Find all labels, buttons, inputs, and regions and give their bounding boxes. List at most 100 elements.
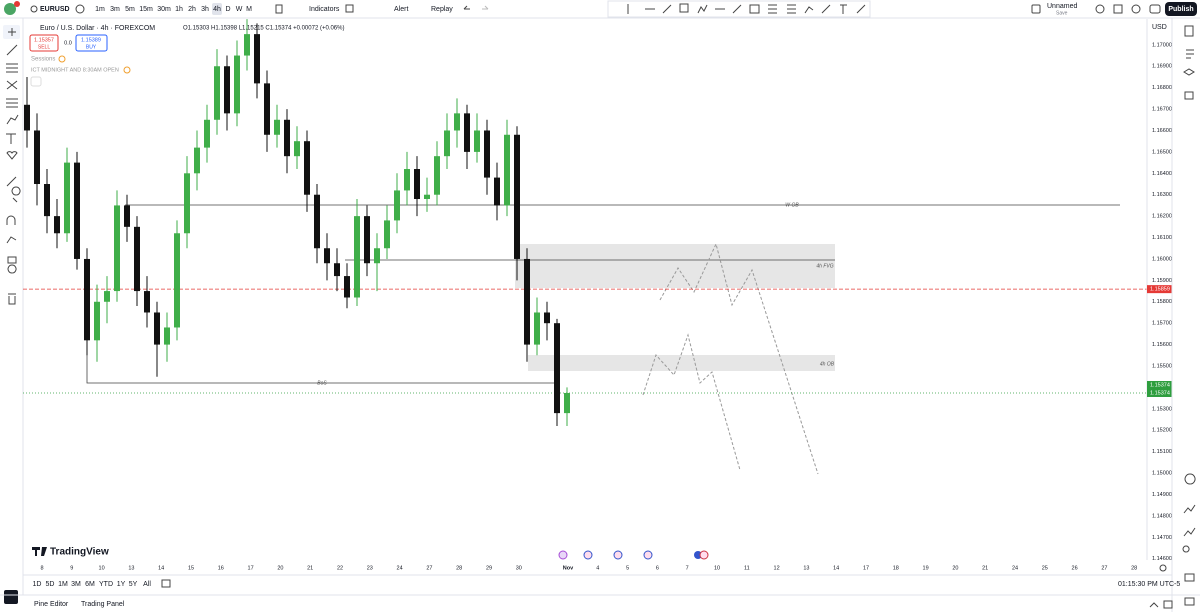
range[interactable]: YTD <box>99 581 113 588</box>
event[interactable] <box>583 550 593 560</box>
candle-body <box>244 34 250 56</box>
chart-type-icon[interactable] <box>275 4 283 14</box>
icon[interactable] <box>1131 4 1141 14</box>
timeframe[interactable]: D <box>225 6 230 13</box>
timeframe[interactable]: 1m <box>95 6 105 13</box>
timeframe[interactable]: 5m <box>125 6 135 13</box>
x-tick-label: 11 <box>744 565 750 571</box>
event[interactable] <box>558 550 568 560</box>
candle-body <box>344 276 350 298</box>
add-symbol[interactable] <box>75 4 85 14</box>
trading-panel[interactable]: Trading Panel <box>81 601 125 608</box>
alert-label: 1.15859 <box>1150 287 1170 293</box>
panel-controls[interactable] <box>1149 600 1173 609</box>
publish[interactable]: Publish <box>1168 6 1193 13</box>
range[interactable]: 1M <box>58 581 68 588</box>
collapse-legend[interactable] <box>30 76 42 87</box>
fvg-zone <box>515 244 835 288</box>
range[interactable]: 5D <box>46 581 55 588</box>
candle-body <box>194 147 200 174</box>
icon[interactable] <box>1149 4 1161 14</box>
candle-body <box>424 194 430 199</box>
redo[interactable] <box>482 5 489 10</box>
x-tick-label: 8 <box>40 565 43 571</box>
timeframe[interactable]: W <box>236 6 243 13</box>
event[interactable] <box>643 550 653 560</box>
sell-price[interactable]: 1.15357 <box>34 37 54 43</box>
tool-icons[interactable] <box>627 3 866 14</box>
x-tick-label: 14 <box>833 565 839 571</box>
sell-button[interactable] <box>29 34 59 52</box>
indicators[interactable]: Indicators <box>309 6 340 13</box>
object-tree[interactable] <box>4 590 18 604</box>
x-tick-label: 27 <box>1101 565 1107 571</box>
y-tick-label: 1.14900 <box>1152 492 1172 498</box>
y-tick-label: 1.15600 <box>1152 342 1172 348</box>
candle-body <box>124 205 130 227</box>
alert[interactable]: Alert <box>394 6 408 13</box>
event[interactable] <box>613 550 623 560</box>
timeframe[interactable]: M <box>246 6 252 13</box>
price-label-bg <box>1147 380 1172 389</box>
left-tools <box>6 28 21 305</box>
range[interactable]: 1D <box>33 581 42 588</box>
top-right-icons <box>1095 4 1161 14</box>
timeframe[interactable]: 3h <box>201 6 209 13</box>
templates-icon[interactable] <box>345 4 354 13</box>
indicator-icon[interactable] <box>58 55 66 63</box>
goto-date[interactable] <box>161 579 171 588</box>
axis-settings[interactable] <box>1159 564 1167 572</box>
range[interactable]: 3M <box>71 581 81 588</box>
x-tick-label: 7 <box>686 565 689 571</box>
buy-label[interactable]: BUY <box>86 44 97 50</box>
timeframe[interactable]: 2h <box>188 6 196 13</box>
pine-editor[interactable]: Pine Editor <box>34 601 69 608</box>
buy-price[interactable]: 1.15389 <box>81 37 101 43</box>
timeframe[interactable]: 4h <box>213 6 221 13</box>
x-tick-label: 28 <box>456 565 462 571</box>
candle-body <box>554 323 560 414</box>
y-tick-label: 1.16700 <box>1152 107 1172 113</box>
range[interactable]: 1Y <box>117 581 126 588</box>
timeframe[interactable]: 30m <box>157 6 171 13</box>
candle-body <box>34 130 40 185</box>
brand: TradingView <box>50 547 109 558</box>
drawing-toolbar <box>607 0 871 18</box>
ranges: 1D 5D 1M 3M 6M YTD 1Y 5Y All <box>33 581 152 588</box>
spread: 0.0 <box>64 40 72 46</box>
range[interactable]: 6M <box>85 581 95 588</box>
publish-button[interactable] <box>1165 2 1197 16</box>
indicator-icon[interactable] <box>123 66 131 74</box>
x-tick-label: 30 <box>516 565 522 571</box>
symbol[interactable]: EURUSD <box>40 6 70 13</box>
event[interactable] <box>699 550 709 560</box>
y-tick-label: 1.16200 <box>1152 214 1172 220</box>
x-tick-label: 17 <box>863 565 869 571</box>
y-tick-label: 1.15200 <box>1152 428 1172 434</box>
layout-name[interactable]: Unnamed <box>1047 3 1077 10</box>
search-icon <box>30 5 38 13</box>
avatar[interactable] <box>4 3 16 15</box>
x-tick-label: 24 <box>397 565 403 571</box>
tool-icons[interactable] <box>1182 25 1196 606</box>
candle-body <box>164 327 170 345</box>
timeframe[interactable]: 1h <box>175 6 183 13</box>
icon[interactable] <box>1113 4 1123 14</box>
x-tick-label: 5 <box>626 565 629 571</box>
sell-label[interactable]: SELL <box>38 44 50 50</box>
layout-icon[interactable] <box>1031 4 1041 14</box>
alert-label-bg <box>1147 285 1172 294</box>
save[interactable]: Save <box>1056 10 1068 16</box>
buy-button[interactable] <box>75 34 108 52</box>
timeframe[interactable]: 15m <box>139 6 153 13</box>
range[interactable]: All <box>143 581 151 588</box>
timeframe[interactable]: 3m <box>110 6 120 13</box>
icon[interactable] <box>1095 4 1105 14</box>
range[interactable]: 5Y <box>129 581 138 588</box>
y-tick-label: 1.16600 <box>1152 128 1172 134</box>
bos-line <box>86 350 557 384</box>
tool-icons[interactable] <box>6 28 21 305</box>
undo[interactable] <box>463 5 470 10</box>
replay[interactable]: Replay <box>431 6 453 13</box>
